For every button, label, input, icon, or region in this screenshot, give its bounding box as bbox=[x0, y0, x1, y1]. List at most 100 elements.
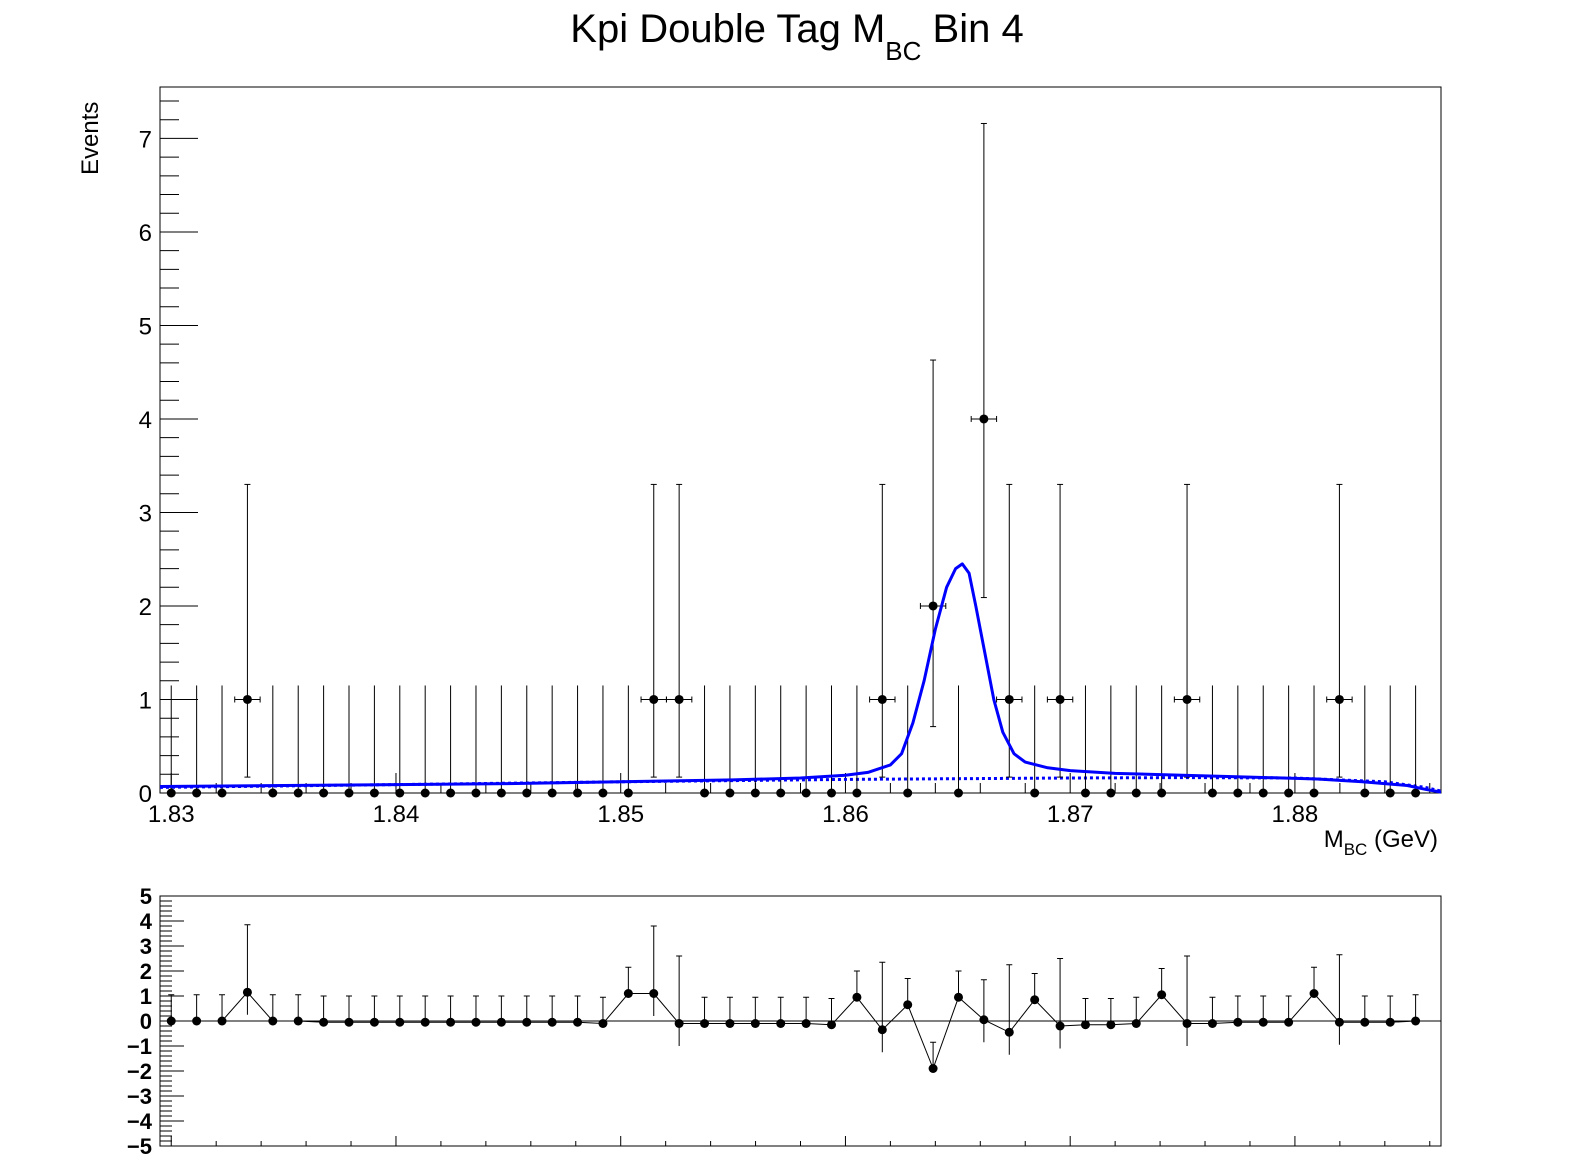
pull-point bbox=[725, 1019, 735, 1028]
data-point bbox=[623, 788, 633, 798]
pull-point bbox=[1004, 1027, 1014, 1037]
data-point bbox=[1157, 788, 1167, 798]
pull-point bbox=[928, 1064, 938, 1073]
data-point bbox=[776, 788, 786, 798]
pull-y-tick-label: −3 bbox=[127, 1084, 152, 1109]
chart-title: Kpi Double Tag MBC Bin 4 bbox=[570, 7, 1023, 66]
pull-point bbox=[801, 1019, 811, 1028]
pull-point bbox=[1106, 1020, 1116, 1030]
data-point bbox=[1284, 788, 1294, 798]
pull-point bbox=[903, 1000, 913, 1010]
pull-point bbox=[1360, 1017, 1370, 1027]
y-tick-label: 5 bbox=[139, 313, 152, 340]
pull-point bbox=[649, 989, 659, 998]
data-point bbox=[1131, 788, 1141, 798]
data-point bbox=[649, 694, 659, 704]
pull-point bbox=[1411, 1016, 1421, 1026]
data-point bbox=[192, 788, 202, 798]
pull-y-tick-label: 0 bbox=[140, 1009, 152, 1034]
pull-point bbox=[827, 1020, 837, 1030]
data-point bbox=[242, 694, 252, 704]
x-axis-label-main: M bbox=[1324, 826, 1344, 853]
pull-point bbox=[623, 989, 633, 998]
main-plot-frame bbox=[159, 86, 1442, 794]
pull-point bbox=[1233, 1017, 1243, 1027]
data-point bbox=[1258, 788, 1268, 798]
data-point bbox=[700, 788, 710, 798]
pull-point bbox=[1284, 1017, 1294, 1027]
pull-point bbox=[369, 1017, 379, 1027]
data-point bbox=[979, 414, 989, 424]
pull-point bbox=[700, 1019, 710, 1028]
pull-point bbox=[471, 1017, 481, 1027]
x-axis-label: MBC (GeV) bbox=[1324, 826, 1438, 859]
y-tick-label: 7 bbox=[139, 126, 152, 153]
x-axis-label-suffix: (GeV) bbox=[1367, 826, 1438, 853]
x-tick-label: 1.86 bbox=[822, 801, 869, 828]
pull-y-tick-label: −1 bbox=[127, 1034, 152, 1059]
data-point bbox=[369, 788, 379, 798]
data-point bbox=[547, 788, 557, 798]
pull-point bbox=[217, 1016, 227, 1026]
data-point bbox=[1411, 788, 1421, 798]
data-point bbox=[293, 788, 303, 798]
data-point bbox=[598, 788, 608, 798]
pull-point bbox=[268, 1016, 278, 1026]
data-point bbox=[903, 788, 913, 798]
main-plot-ticks: 0 1 2 3 4 5 6 7 1.83 1.84 1.85 1.86 1.87 1.88 bbox=[139, 100, 1431, 828]
data-point bbox=[471, 788, 481, 798]
main-plot-area bbox=[159, 122, 1442, 798]
pull-point bbox=[192, 1016, 202, 1026]
pull-point bbox=[1131, 1019, 1141, 1028]
data-point bbox=[674, 694, 684, 704]
pull-point bbox=[674, 1019, 684, 1028]
pull-point bbox=[1182, 1019, 1192, 1028]
x-tick-label: 1.84 bbox=[373, 801, 420, 828]
pull-y-tick-label: 4 bbox=[140, 909, 153, 934]
data-point bbox=[217, 788, 227, 798]
y-tick-label: 4 bbox=[139, 407, 152, 434]
data-point bbox=[1385, 788, 1395, 798]
pull-point bbox=[776, 1019, 786, 1028]
data-point bbox=[446, 788, 456, 798]
data-point bbox=[801, 788, 811, 798]
data-point bbox=[750, 788, 760, 798]
pull-point bbox=[750, 1019, 760, 1028]
pull-point bbox=[1334, 1017, 1344, 1027]
data-point bbox=[395, 788, 405, 798]
pull-point bbox=[598, 1019, 608, 1028]
data-point bbox=[1080, 788, 1090, 798]
data-point bbox=[1106, 788, 1116, 798]
pull-y-tick-label: 1 bbox=[140, 984, 152, 1009]
data-point bbox=[953, 788, 963, 798]
x-tick-label: 1.87 bbox=[1047, 801, 1094, 828]
data-point bbox=[496, 788, 506, 798]
pull-point bbox=[344, 1017, 354, 1027]
pull-point bbox=[979, 1015, 989, 1025]
y-tick-label: 2 bbox=[139, 594, 152, 621]
y-tick-label: 0 bbox=[139, 781, 152, 808]
pull-point bbox=[852, 992, 862, 1002]
data-point bbox=[573, 788, 583, 798]
data-point bbox=[1207, 788, 1217, 798]
x-axis-label-subscript: BC bbox=[1344, 840, 1368, 859]
pull-point bbox=[1258, 1017, 1268, 1027]
pull-point bbox=[1309, 989, 1319, 998]
pull-point bbox=[293, 1016, 303, 1026]
pull-point bbox=[395, 1017, 405, 1027]
pull-point bbox=[1157, 990, 1167, 1000]
x-tick-label: 1.88 bbox=[1272, 801, 1319, 828]
x-tick-label: 1.83 bbox=[148, 801, 195, 828]
pull-point bbox=[1030, 995, 1040, 1005]
chart-title-suffix: Bin 4 bbox=[921, 7, 1023, 51]
pull-point bbox=[319, 1017, 329, 1027]
data-point bbox=[877, 694, 887, 704]
pull-point bbox=[547, 1017, 557, 1027]
pull-point bbox=[1055, 1021, 1065, 1031]
y-tick-label: 6 bbox=[139, 220, 152, 247]
data-point bbox=[1030, 788, 1040, 798]
pull-y-tick-label: 5 bbox=[140, 884, 152, 909]
data-point bbox=[1360, 788, 1370, 798]
data-point bbox=[1309, 788, 1319, 798]
